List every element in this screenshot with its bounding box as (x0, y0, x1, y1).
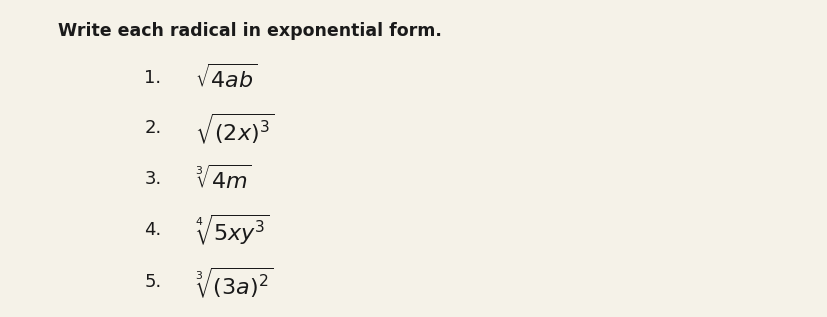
Text: $\sqrt[4]{5xy^3}$: $\sqrt[4]{5xy^3}$ (194, 212, 270, 247)
Text: $\sqrt[3]{4m}$: $\sqrt[3]{4m}$ (194, 165, 251, 193)
Text: $\sqrt[3]{(3a)^2}$: $\sqrt[3]{(3a)^2}$ (194, 265, 273, 300)
Text: 3.: 3. (144, 170, 161, 188)
Text: 5.: 5. (144, 273, 161, 291)
Text: 2.: 2. (144, 120, 161, 137)
Text: Write each radical in exponential form.: Write each radical in exponential form. (58, 22, 442, 40)
Text: $\sqrt{4ab}$: $\sqrt{4ab}$ (194, 63, 256, 92)
Text: $\sqrt{(2x)^3}$: $\sqrt{(2x)^3}$ (194, 111, 274, 146)
Text: 4.: 4. (144, 221, 161, 239)
Text: 1.: 1. (144, 69, 161, 87)
